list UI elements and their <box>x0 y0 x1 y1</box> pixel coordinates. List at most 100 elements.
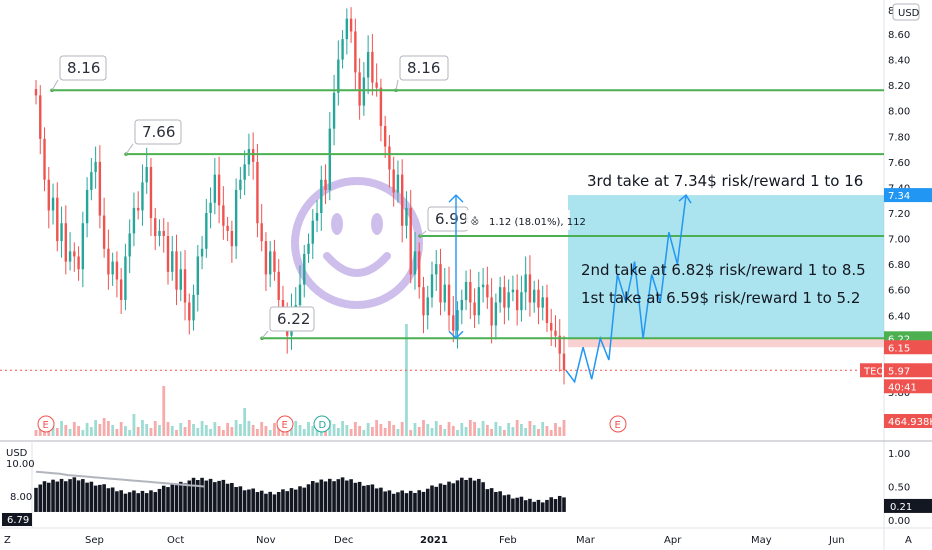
indicator-bar <box>268 491 272 512</box>
candle-body <box>192 294 195 321</box>
candle-body <box>498 287 502 303</box>
level-label-frame <box>399 55 449 81</box>
candle-body <box>358 72 361 106</box>
candle <box>460 289 464 325</box>
indicator-bar <box>93 485 98 512</box>
volume-bar <box>166 422 170 436</box>
price-tick-label: 6.80 <box>888 260 910 271</box>
indicator-bar <box>451 483 456 512</box>
indicator-bar <box>421 491 426 512</box>
candle-body <box>107 248 110 275</box>
candle <box>558 319 561 372</box>
volume-bar <box>302 429 306 436</box>
candle-body <box>154 218 157 237</box>
candle <box>81 211 85 288</box>
indicator-bar <box>434 486 439 512</box>
volume-bar <box>158 425 161 436</box>
candle-body <box>315 213 319 221</box>
candle <box>371 34 374 96</box>
candle <box>68 232 72 271</box>
candle <box>251 132 255 180</box>
indicator-bar <box>349 479 353 512</box>
volume-bar <box>400 422 404 436</box>
candle-body <box>183 269 187 303</box>
volume-bar <box>192 424 195 436</box>
volume-bar <box>256 429 259 436</box>
indicator-bar <box>98 484 102 512</box>
candle-body <box>162 230 165 237</box>
candle-body <box>166 236 170 272</box>
candle-body <box>217 174 221 206</box>
candle-body <box>205 213 208 249</box>
level-label-box: 7.66 <box>125 119 182 155</box>
indicator-bar <box>357 481 362 512</box>
indicator-bar <box>515 497 519 512</box>
event-marker-circle <box>37 415 55 433</box>
candle <box>115 251 119 298</box>
candle <box>541 285 544 321</box>
volume-bar <box>409 430 413 436</box>
indicator-bar <box>489 488 494 512</box>
candle <box>213 158 217 215</box>
level-label-leader <box>395 79 399 91</box>
volume-bar <box>558 427 562 436</box>
indicator-bar <box>102 484 106 512</box>
candle <box>34 80 38 105</box>
candle <box>119 267 123 315</box>
candle-body <box>328 128 332 190</box>
volume-bar <box>524 428 528 436</box>
candle-body <box>409 207 412 275</box>
candle <box>94 146 97 189</box>
measure-label: 1.12 (18.01%), 112 <box>489 217 586 228</box>
price-tag: 7.34 <box>884 188 932 203</box>
candle <box>60 206 63 258</box>
volume-bar <box>349 429 353 436</box>
candle <box>149 158 153 237</box>
candle <box>349 7 353 43</box>
candle <box>188 293 191 335</box>
candle-body <box>200 248 204 257</box>
price-tick-label: 8.60 <box>888 30 910 41</box>
candle-body <box>486 284 489 298</box>
candle <box>145 147 148 194</box>
event-marker-circle <box>609 415 627 433</box>
event-marker-circle <box>313 415 331 433</box>
candle <box>426 285 429 330</box>
indicator-bar <box>374 488 379 512</box>
indicator-bar <box>562 497 566 512</box>
indicator-bar <box>217 480 221 512</box>
volume-bar <box>481 421 485 436</box>
indicator-bar <box>447 481 451 512</box>
candle-body <box>209 202 212 213</box>
candle-body <box>537 289 540 308</box>
event-marker-label: D <box>319 420 327 431</box>
volume-bar <box>451 426 455 436</box>
candle-body <box>562 353 566 371</box>
candle-body <box>362 77 366 106</box>
indicator-left-mid: 8.00 <box>10 492 32 503</box>
time-tick-label: Jun <box>828 535 845 546</box>
candle <box>503 275 506 325</box>
candle <box>154 207 157 251</box>
indicator-bar <box>72 477 77 512</box>
candle-body <box>39 95 42 139</box>
volume-bar <box>477 428 481 436</box>
smiley-mouth <box>323 252 391 277</box>
volume-bar <box>111 425 115 436</box>
candle-body <box>94 161 97 173</box>
volume-bar <box>490 429 494 436</box>
volume-bar <box>341 421 344 436</box>
candle-body <box>260 223 263 242</box>
indicator-bar <box>481 482 485 512</box>
candle-body <box>56 197 59 242</box>
candle <box>128 219 131 274</box>
candle <box>422 276 425 334</box>
volume-bar <box>51 424 55 436</box>
volume-bar <box>102 418 106 436</box>
candle <box>498 276 502 313</box>
candle <box>51 183 55 225</box>
indicator-bar <box>404 493 409 512</box>
projection-arrow <box>678 193 692 204</box>
volume-bar <box>264 426 268 436</box>
